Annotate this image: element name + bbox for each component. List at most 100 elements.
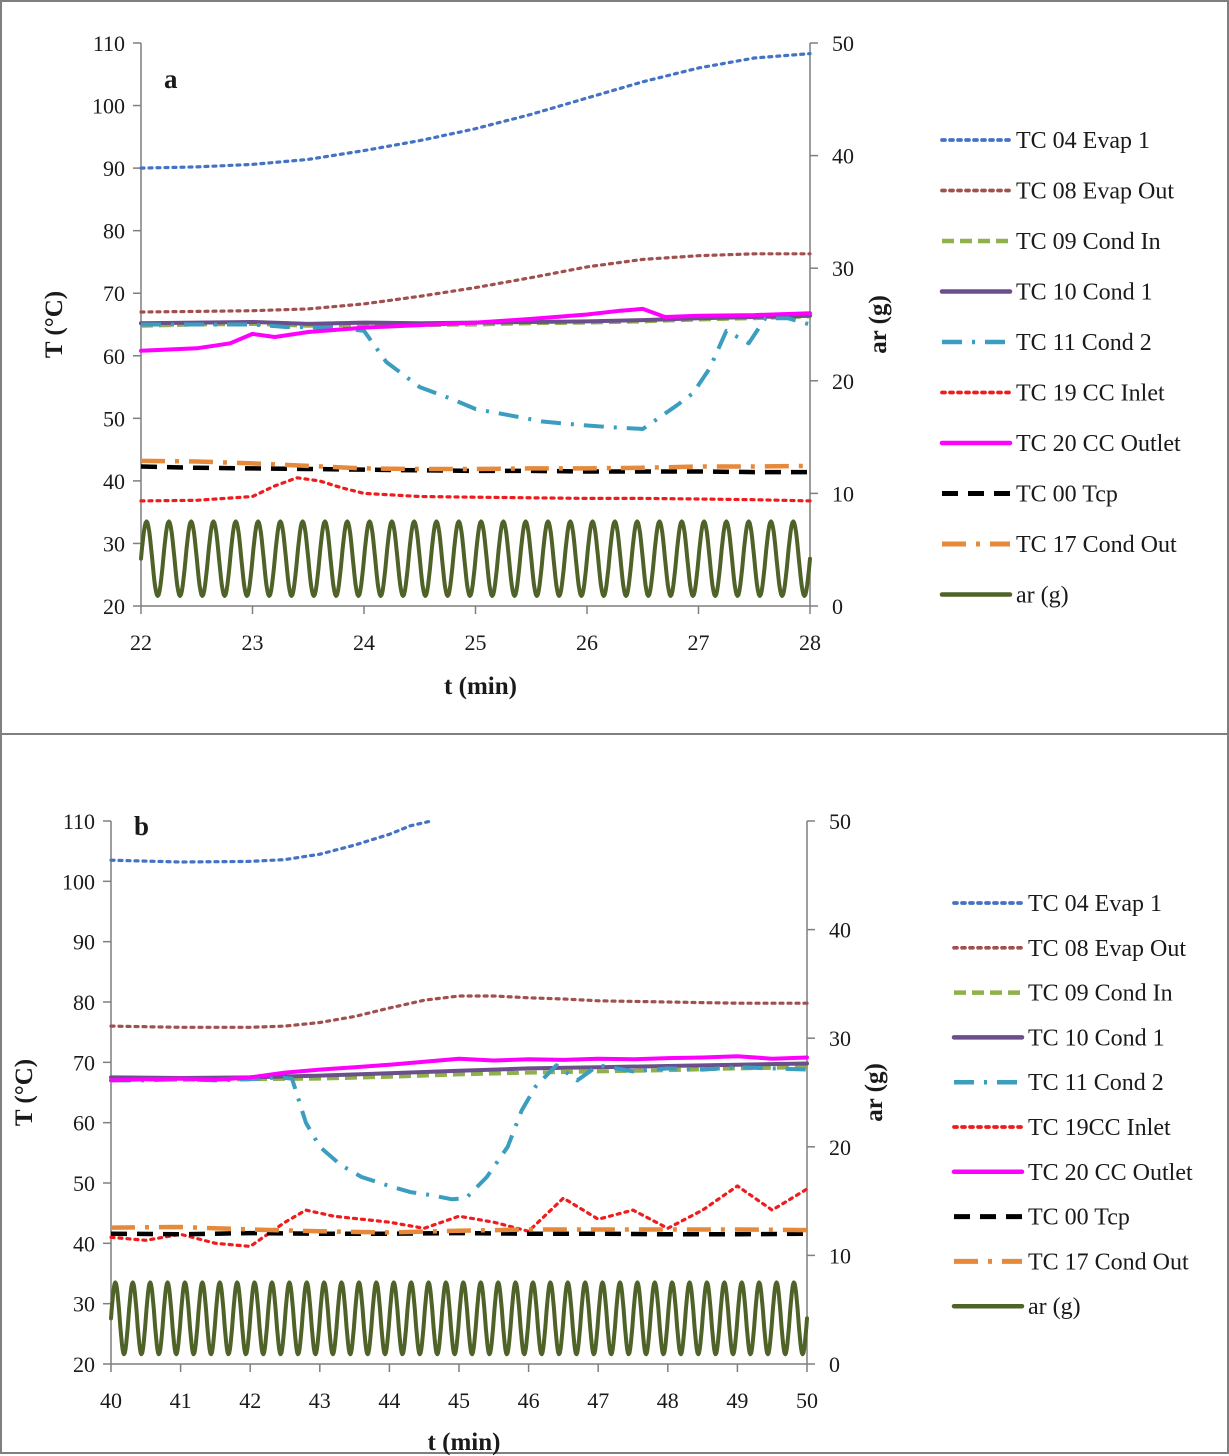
chart-b-y2-tick-label: 30: [829, 1026, 851, 1051]
chart-a-legend-label: TC 19 CC Inlet: [1016, 381, 1165, 407]
chart-b-y-tick-label: 70: [73, 1050, 95, 1075]
chart-a-legend-label: TC 20 CC Outlet: [1016, 431, 1181, 457]
chart-b-y-tick-label: 50: [73, 1171, 95, 1196]
chart-a-legend-label: TC 04 Evap 1: [1016, 128, 1150, 154]
chart-a-y2-tick-label: 10: [832, 481, 854, 506]
chart-a-x-tick-label: 25: [465, 630, 487, 655]
chart-b-x-tick-label: 45: [448, 1388, 470, 1413]
chart-b-axes: 20 30 40 50 60 70 80 90 100 110 0 10 20 30 40 50 40 41 42 4…: [62, 809, 851, 1413]
chart-a-y2-tick-label: 50: [832, 31, 854, 56]
chart-a-y2-tick-label: 0: [832, 594, 843, 619]
chart-a-series-line-tc-17-cond-out: [140, 458, 811, 472]
chart-b-y-tick-label: 90: [73, 930, 95, 955]
chart-b-series-line-tc-19cc-inlet: [109, 1184, 809, 1248]
chart-a-y-tick-label: 30: [103, 531, 125, 556]
chart-a-x-tick-label: 23: [242, 630, 264, 655]
chart-a-y-tick-label: 50: [103, 406, 125, 431]
chart-b-plot-area: [109, 819, 809, 1357]
chart-a-series-line-tc-08-evap-out: [139, 252, 812, 314]
chart-a-y-tick-label: 110: [93, 31, 125, 56]
chart-b-legend-label: TC 08 Evap Out: [1028, 936, 1186, 962]
chart-b-legend-item-tc-20-cc-outlet: TC 20 CC Outlet: [951, 1160, 1193, 1186]
chart-a-x-axis-label: t (min): [444, 673, 517, 700]
chart-a-y-tick-label: 100: [92, 94, 125, 119]
chart-b-series-line-tc-00-tcp: [110, 1230, 808, 1237]
chart-b-panel-label: b: [134, 811, 149, 841]
chart-b-x-tick-label: 43: [309, 1388, 331, 1413]
chart-b-legend-item-ar-g: ar (g): [951, 1294, 1081, 1320]
chart-a-panel-label: a: [164, 64, 178, 94]
chart-b-series-line-tc-11-cond-2: [111, 1063, 808, 1202]
chart-a-x-tick-label: 22: [130, 630, 152, 655]
chart-b-legend-label: TC 09 Cond In: [1028, 981, 1173, 1007]
chart-b-x-tick-label: 47: [587, 1388, 609, 1413]
chart-a-y-tick-label: 60: [103, 344, 125, 369]
chart-a-legend-label: TC 08 Evap Out: [1016, 179, 1174, 205]
chart-b-y2-tick-label: 10: [829, 1243, 851, 1268]
chart-b-x-tick-label: 46: [518, 1388, 540, 1413]
chart-b-x-tick-label: 42: [239, 1388, 261, 1413]
chart-a: 20 30 40 50 60 70 80 90 100 110 0 10 20 30 40 50 22 23 24 2…: [41, 31, 1181, 700]
chart-a-y2-tick-label: 40: [832, 144, 854, 169]
chart-b-y-tick-label: 30: [73, 1292, 95, 1317]
chart-b-x-tick-label: 44: [378, 1388, 400, 1413]
chart-a-series-line-tc-04-evap-1: [139, 52, 812, 170]
chart-a-legend-item-tc-11-cond-2: TC 11 Cond 2: [942, 330, 1152, 356]
chart-b-legend-item-tc-00-tcp: TC 00 Tcp: [954, 1205, 1130, 1231]
chart-b-x-tick-label: 49: [726, 1388, 748, 1413]
chart-a-plot-area: [139, 52, 812, 598]
chart-a-legend-item-ar-g: ar (g): [939, 583, 1069, 609]
chart-a-series-line-ar-g: [139, 519, 812, 598]
chart-a-x-tick-label: 26: [576, 630, 598, 655]
chart-b-legend-item-tc-09-cond-in: TC 09 Cond In: [954, 981, 1173, 1007]
chart-b: 20 30 40 50 60 70 80 90 100 110 0 10 20 30 40 50 40 41 42 4…: [11, 809, 1193, 1456]
chart-b-series-line-tc-08-evap-out: [109, 994, 809, 1029]
chart-b-y-tick-label: 20: [73, 1352, 95, 1377]
chart-a-x-tick-label: 24: [353, 630, 375, 655]
chart-b-y2-tick-label: 20: [829, 1135, 851, 1160]
chart-b-legend-item-tc-11-cond-2: TC 11 Cond 2: [954, 1070, 1164, 1096]
chart-a-legend-item-tc-00-tcp: TC 00 Tcp: [942, 482, 1118, 508]
chart-a-y-tick-label: 80: [103, 219, 125, 244]
chart-b-x-tick-label: 40: [100, 1388, 122, 1413]
chart-b-legend-label: TC 19CC Inlet: [1028, 1115, 1171, 1141]
chart-b-series-line-ar-g: [109, 1280, 809, 1357]
chart-b-legend-item-tc-19cc-inlet: TC 19CC Inlet: [952, 1115, 1171, 1141]
chart-a-legend-item-tc-20-cc-outlet: TC 20 CC Outlet: [939, 431, 1181, 457]
chart-b-legend-label: TC 11 Cond 2: [1028, 1070, 1164, 1096]
chart-a-axes: 20 30 40 50 60 70 80 90 100 110 0 10 20 30 40 50 22 23 24 2…: [92, 31, 854, 655]
chart-a-series-line-tc-20-cc-outlet: [139, 306, 812, 353]
chart-a-series-line-tc-00-tcp: [140, 464, 810, 475]
chart-b-x-tick-label: 50: [796, 1388, 818, 1413]
chart-a-legend-item-tc-08-evap-out: TC 08 Evap Out: [940, 179, 1174, 205]
chart-b-series-line-tc-04-evap-1: [109, 819, 433, 864]
chart-b-y2-tick-label: 40: [829, 918, 851, 943]
chart-a-legend-item-tc-09-cond-in: TC 09 Cond In: [942, 229, 1161, 255]
chart-b-y2-tick-label: 0: [829, 1352, 840, 1377]
chart-b-y2-tick-label: 50: [829, 809, 851, 834]
chart-a-x-tick-label: 28: [799, 630, 821, 655]
chart-b-x-tick-label: 48: [657, 1388, 679, 1413]
chart-b-legend-label: TC 00 Tcp: [1028, 1205, 1130, 1231]
chart-a-y-tick-label: 90: [103, 156, 125, 181]
chart-b-legend-label: ar (g): [1028, 1294, 1081, 1320]
chart-a-legend-item-tc-17-cond-out: TC 17 Cond Out: [942, 532, 1177, 558]
chart-a-y2-tick-label: 30: [832, 256, 854, 281]
chart-b-y-tick-label: 100: [62, 869, 95, 894]
chart-a-series-line-tc-11-cond-2: [141, 316, 811, 431]
chart-b-legend-label: TC 04 Evap 1: [1028, 891, 1162, 917]
chart-b-legend-label: TC 17 Cond Out: [1028, 1249, 1189, 1275]
chart-b-y-tick-label: 110: [63, 809, 95, 834]
chart-a-x-tick-label: 27: [688, 630, 710, 655]
chart-b-legend-item-tc-04-evap-1: TC 04 Evap 1: [952, 891, 1162, 917]
chart-a-legend-label: ar (g): [1016, 583, 1069, 609]
chart-a-y-tick-label: 20: [103, 594, 125, 619]
chart-b-x-tick-label: 41: [170, 1388, 192, 1413]
chart-a-legend-label: TC 09 Cond In: [1016, 229, 1161, 255]
chart-a-legend-label: TC 00 Tcp: [1016, 482, 1118, 508]
chart-b-y-tick-label: 80: [73, 990, 95, 1015]
chart-a-legend-item-tc-04-evap-1: TC 04 Evap 1: [940, 128, 1150, 154]
chart-a-legend-label: TC 11 Cond 2: [1016, 330, 1152, 356]
chart-a-legend-item-tc-10-cond-1: TC 10 Cond 1: [939, 280, 1153, 306]
chart-a-y-tick-label: 40: [103, 469, 125, 494]
